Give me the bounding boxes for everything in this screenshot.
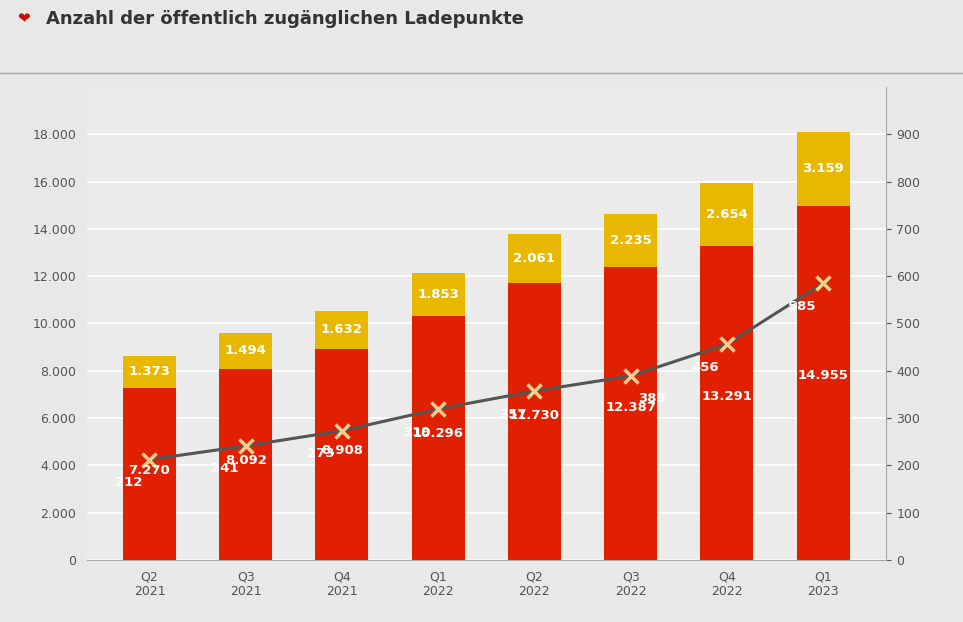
Text: 389: 389 [638, 392, 665, 406]
Bar [123, 388, 176, 560]
Text: 1.373: 1.373 [128, 365, 170, 378]
Text: 3.159: 3.159 [802, 162, 844, 175]
Bar [412, 272, 465, 317]
Text: 1.494: 1.494 [224, 345, 267, 358]
Text: 14.955: 14.955 [797, 369, 848, 383]
Text: 2.235: 2.235 [610, 234, 652, 247]
Text: 2.061: 2.061 [513, 252, 556, 265]
Text: 456: 456 [692, 361, 719, 374]
Text: 1.632: 1.632 [321, 323, 363, 337]
Text: 1.853: 1.853 [417, 288, 459, 301]
Bar [123, 356, 176, 388]
Bar [316, 310, 369, 349]
Text: 319: 319 [403, 425, 430, 439]
Text: 12.387: 12.387 [605, 401, 656, 414]
Bar [700, 183, 753, 246]
Text: 2.654: 2.654 [706, 208, 748, 221]
Text: 585: 585 [789, 300, 816, 313]
Text: 212: 212 [115, 476, 142, 489]
Bar [604, 267, 657, 560]
Bar [796, 207, 849, 560]
Text: 273: 273 [307, 447, 334, 460]
Bar [700, 246, 753, 560]
Text: Anzahl der öffentlich zugänglichen Ladepunkte: Anzahl der öffentlich zugänglichen Ladep… [46, 10, 524, 27]
Bar [220, 333, 273, 369]
Bar [316, 349, 369, 560]
Bar [412, 317, 465, 560]
Text: 10.296: 10.296 [413, 427, 464, 440]
Bar [604, 214, 657, 267]
Text: 13.291: 13.291 [701, 390, 752, 403]
Bar [508, 234, 560, 282]
Text: 8.092: 8.092 [224, 454, 267, 467]
Text: ❤: ❤ [17, 11, 30, 26]
Text: 7.270: 7.270 [129, 464, 170, 477]
Text: 8.908: 8.908 [321, 444, 363, 457]
Text: 11.730: 11.730 [508, 409, 560, 422]
Bar [508, 282, 560, 560]
Text: 357: 357 [500, 407, 527, 420]
Text: 241: 241 [211, 462, 238, 475]
Bar [796, 132, 849, 207]
Bar [220, 369, 273, 560]
